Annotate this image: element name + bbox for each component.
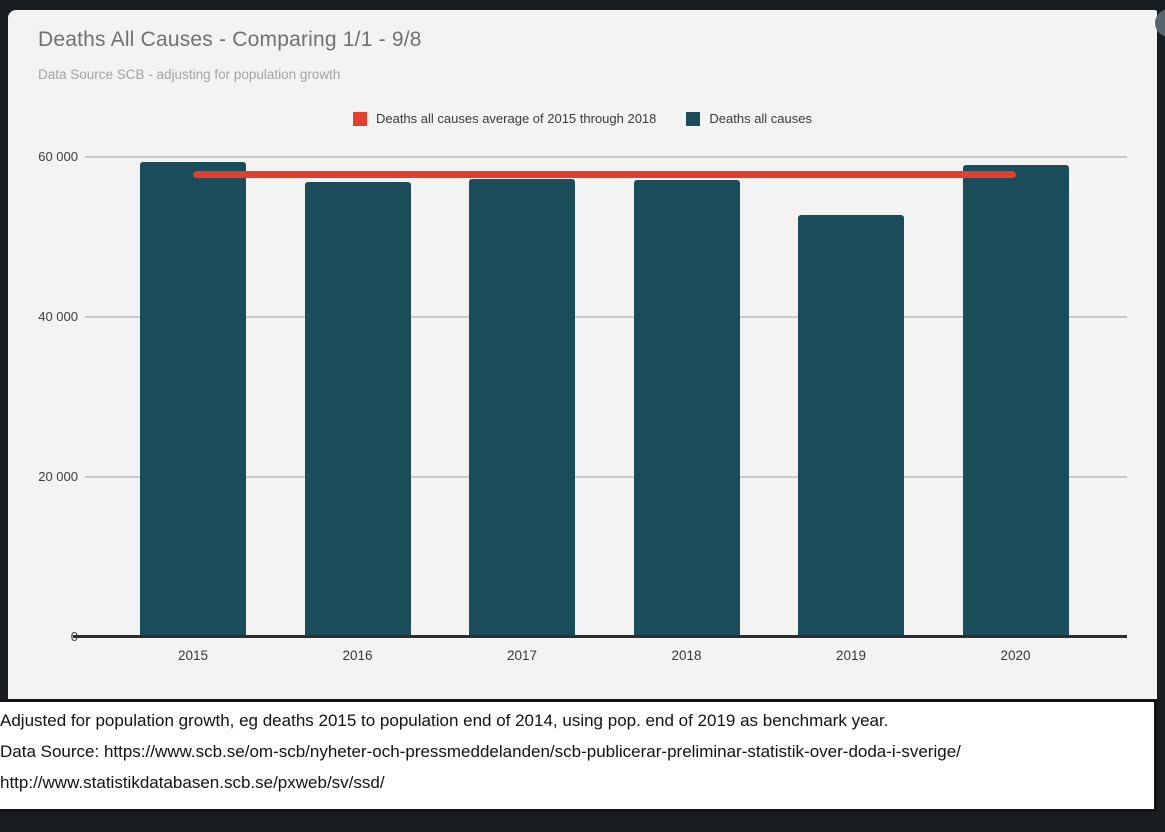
legend-label-deaths: Deaths all causes <box>709 111 813 126</box>
legend-swatch-deaths-icon <box>686 111 701 126</box>
chart-subtitle: Data Source SCB - adjusting for populati… <box>38 67 341 82</box>
footnote-line-3: http://www.statistikdatabasen.scb.se/pxw… <box>0 773 385 792</box>
footnote-line-1: Adjusted for population growth, eg death… <box>0 711 889 730</box>
edge-circle-decoration <box>1155 9 1165 37</box>
chart-legend: Deaths all causes average of 2015 throug… <box>8 111 1157 126</box>
legend-label-average: Deaths all causes average of 2015 throug… <box>375 111 657 126</box>
footnote-line-2: Data Source: https://www.scb.se/om-scb/n… <box>0 742 961 761</box>
legend-item-deaths: Deaths all causes <box>686 111 812 126</box>
footnote-box: Adjusted for population growth, eg death… <box>0 699 1157 812</box>
legend-swatch-average-icon <box>352 111 367 126</box>
chart-card: Deaths All Causes - Comparing 1/1 - 9/8 … <box>8 10 1157 700</box>
chart-title: Deaths All Causes - Comparing 1/1 - 9/8 <box>38 28 422 51</box>
legend-item-average: Deaths all causes average of 2015 throug… <box>352 111 657 126</box>
